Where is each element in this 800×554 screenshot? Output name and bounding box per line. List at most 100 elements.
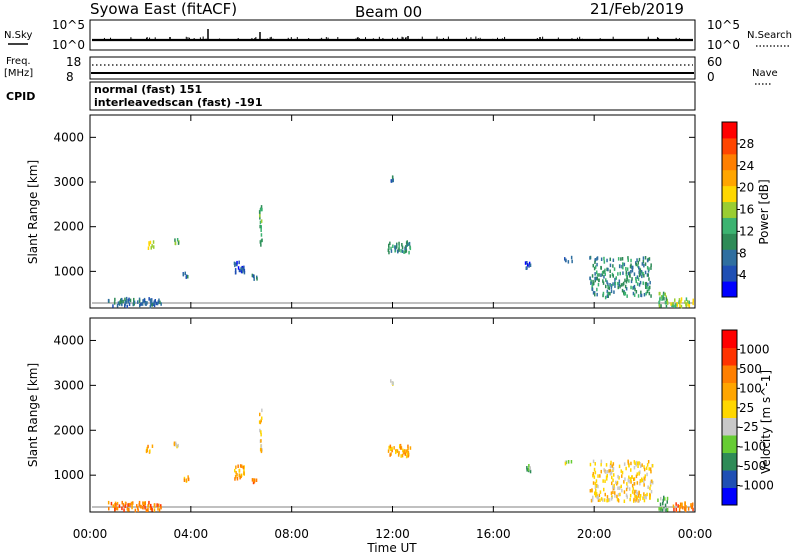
echo-cell [623, 480, 625, 484]
noise-axis-right-top: 10^5 [707, 18, 740, 32]
echo-cell [631, 475, 633, 479]
echo-cell [642, 496, 644, 500]
echo-cell [662, 501, 664, 506]
echo-cell [620, 469, 622, 473]
echo-cell [525, 266, 527, 270]
echo-cell [602, 281, 605, 285]
echo-cell [639, 272, 641, 276]
echo-cell [680, 297, 683, 301]
echo-cell [402, 451, 405, 455]
echo-cell [238, 268, 241, 273]
colorbar-level-label: 100 [739, 381, 762, 395]
echo-cell [395, 450, 397, 455]
echo-cell [637, 499, 639, 503]
power-y-axis-label: Slant Range [km] [26, 160, 40, 264]
echo-cell [608, 469, 610, 473]
echo-cell [150, 299, 152, 303]
echo-cell [623, 462, 626, 466]
echo-cell [596, 262, 598, 267]
echo-cell [595, 484, 598, 488]
echo-cell [148, 500, 150, 505]
echo-cell [260, 233, 263, 237]
echo-cell [650, 266, 652, 270]
echo-cell [592, 481, 595, 485]
echo-cell [649, 467, 652, 471]
y-tick-label: 4000 [53, 333, 84, 347]
y-tick-label: 4000 [53, 130, 84, 144]
x-tick-label: 08:00 [274, 527, 309, 541]
colorbar-swatch [722, 365, 737, 383]
echo-cell [679, 505, 681, 509]
echo-cell [641, 262, 644, 266]
echo-cell [631, 268, 634, 273]
echo-cell [620, 283, 623, 287]
power-y-ticks: 1000 2000 3000 4000 [53, 130, 695, 278]
echo-cell [124, 299, 126, 304]
echo-cell [595, 479, 598, 483]
echo-cell [610, 289, 613, 294]
echo-cell [692, 507, 694, 512]
echo-cell [240, 269, 243, 274]
echo-cell [158, 503, 160, 508]
echo-cell [626, 278, 628, 282]
echo-cell [627, 258, 629, 262]
echo-cell [121, 297, 123, 302]
echo-cell [392, 178, 394, 183]
echo-cell [114, 503, 116, 507]
echo-cell [159, 300, 161, 305]
echo-cell [621, 257, 624, 261]
echo-cell [604, 295, 607, 300]
echo-cell [183, 478, 186, 482]
echo-cell [613, 487, 616, 491]
colorbar-level-label: 4 [739, 268, 747, 282]
echo-cell [615, 480, 617, 485]
colorbar-level-label: 28 [739, 137, 754, 151]
echo-cell [666, 500, 668, 504]
echo-cell [593, 467, 596, 472]
echo-cell [663, 508, 665, 512]
echo-cell [128, 508, 130, 512]
echo-cell [391, 446, 393, 451]
echo-cell [147, 246, 150, 250]
echo-cell [633, 491, 636, 495]
echo-cell [594, 278, 596, 283]
echo-cell [144, 506, 146, 510]
echo-cell [616, 494, 618, 499]
echo-cell [236, 477, 239, 481]
echo-cell [636, 460, 638, 465]
echo-cell [685, 302, 687, 306]
echo-cell [392, 244, 394, 248]
echo-cell [606, 470, 609, 474]
echo-cell [690, 505, 693, 510]
echo-cell [259, 412, 261, 417]
echo-cell [658, 300, 660, 305]
echo-cell [641, 271, 644, 276]
echo-cell [128, 297, 130, 302]
echo-cell [664, 503, 667, 508]
echo-cell [565, 460, 568, 465]
echo-cell [524, 261, 527, 265]
echo-cell [389, 447, 392, 452]
echo-cell [658, 291, 661, 296]
echo-cell [151, 244, 153, 248]
echo-cell [612, 467, 615, 471]
echo-cell [131, 505, 133, 510]
echo-cell [141, 302, 144, 306]
echo-cell [399, 446, 402, 450]
echo-cell [640, 464, 642, 468]
echo-cell [636, 275, 639, 279]
echo-cell [409, 446, 412, 450]
echo-cell [618, 283, 620, 287]
echo-cell [114, 507, 116, 511]
echo-cell [602, 498, 604, 502]
echo-cell [644, 270, 647, 275]
x-tick-label: 04:00 [174, 527, 209, 541]
echo-cell [142, 506, 144, 510]
echo-cell [147, 503, 150, 508]
echo-cell [622, 282, 624, 287]
echo-cell [118, 504, 121, 508]
echo-cell [646, 258, 649, 263]
echo-cell [625, 270, 628, 275]
echo-cell [645, 281, 647, 286]
colorbar-swatch [722, 122, 737, 139]
